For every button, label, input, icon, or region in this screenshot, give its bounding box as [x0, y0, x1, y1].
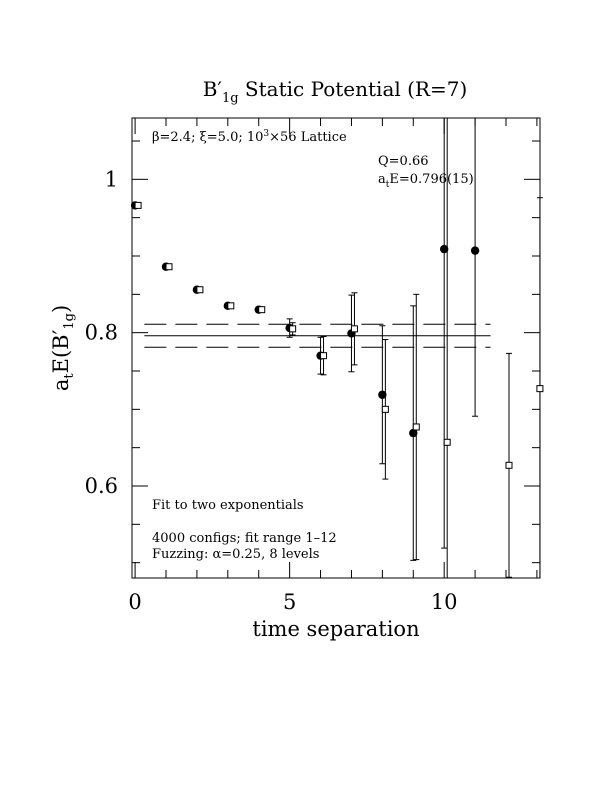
energy-rest: E=0.796(15)	[389, 172, 473, 187]
square-point	[536, 197, 544, 578]
square-point	[505, 352, 513, 578]
ylabel-prefix: a	[49, 379, 73, 392]
annotation-energy: atE=0.796(15)	[378, 172, 474, 190]
square-point	[196, 286, 204, 294]
square-point	[289, 322, 297, 336]
square-point	[165, 263, 173, 271]
x-tick-label: 5	[283, 590, 296, 614]
circle-marker	[470, 246, 480, 255]
annotation-fit: Fit to two exponentials	[152, 498, 304, 513]
annotation-fuzzing: Fuzzing: α=0.25, 8 levels	[152, 547, 319, 562]
title-suffix: Static Potential (R=7)	[239, 77, 468, 101]
energy-prefix: a	[378, 172, 386, 187]
circle-point	[439, 118, 449, 549]
title-prefix: B	[203, 77, 218, 101]
circle-marker	[378, 390, 387, 399]
circle-marker	[409, 428, 418, 438]
title-subscript: 1g	[222, 91, 239, 106]
annotation-configs: 4000 configs; fit range 1–12	[152, 531, 337, 546]
square-point	[443, 118, 451, 578]
circle-marker	[439, 244, 449, 254]
lattice-rest: ×56 Lattice	[269, 130, 347, 145]
y-axis-label: atE(B′1g)	[49, 305, 77, 391]
fit-lines	[144, 323, 491, 348]
y-tick-label: 1	[105, 167, 118, 191]
square-marker	[320, 352, 328, 360]
lattice-sup: 3	[263, 129, 269, 139]
square-point	[381, 339, 389, 480]
ylabel-sub-t: t	[62, 373, 77, 379]
y-tick-label: 0.6	[85, 474, 118, 498]
square-marker	[196, 286, 204, 294]
square-point	[258, 306, 266, 314]
energy-sub: t	[386, 180, 390, 190]
title-prime: ′	[217, 77, 222, 101]
square-marker	[381, 405, 389, 413]
ylabel-suffix: )	[49, 305, 73, 313]
x-axis-label: time separation	[252, 617, 419, 641]
square-marker	[443, 438, 451, 446]
ylabel-sub-1g: 1g	[62, 313, 77, 330]
square-marker	[227, 302, 235, 310]
square-marker	[289, 325, 297, 333]
square-marker	[134, 201, 142, 209]
square-point	[350, 292, 358, 366]
circle-point	[378, 325, 387, 465]
square-marker	[165, 263, 173, 271]
square-point	[412, 293, 420, 561]
square-marker	[412, 423, 420, 431]
tick-labels: 0 5 10 0.6 0.8 1	[85, 167, 458, 614]
x-tick-label: 0	[128, 590, 141, 614]
annotation-q: Q=0.66	[378, 154, 429, 169]
square-marker	[258, 306, 266, 314]
data-points	[130, 118, 544, 578]
circle-point	[409, 305, 418, 561]
lattice-size: 10	[247, 130, 264, 145]
lattice-xi: ξ=5.0;	[200, 130, 247, 145]
lattice-beta: β=2.4;	[152, 130, 200, 145]
ylabel-mid: E(B	[49, 334, 73, 373]
ylabel-prime: ′	[49, 329, 73, 334]
circle-point	[470, 118, 480, 417]
chart-title: B′1g Static Potential (R=7)	[203, 77, 468, 106]
square-marker	[350, 325, 358, 333]
y-tick-label: 0.8	[85, 321, 118, 345]
square-point	[134, 201, 142, 209]
square-marker	[536, 385, 544, 393]
square-point	[227, 302, 235, 310]
x-tick-label: 10	[431, 590, 458, 614]
square-marker	[505, 461, 513, 469]
annotation-lattice: β=2.4; ξ=5.0; 103×56 Lattice	[152, 129, 347, 145]
square-point	[320, 336, 328, 376]
